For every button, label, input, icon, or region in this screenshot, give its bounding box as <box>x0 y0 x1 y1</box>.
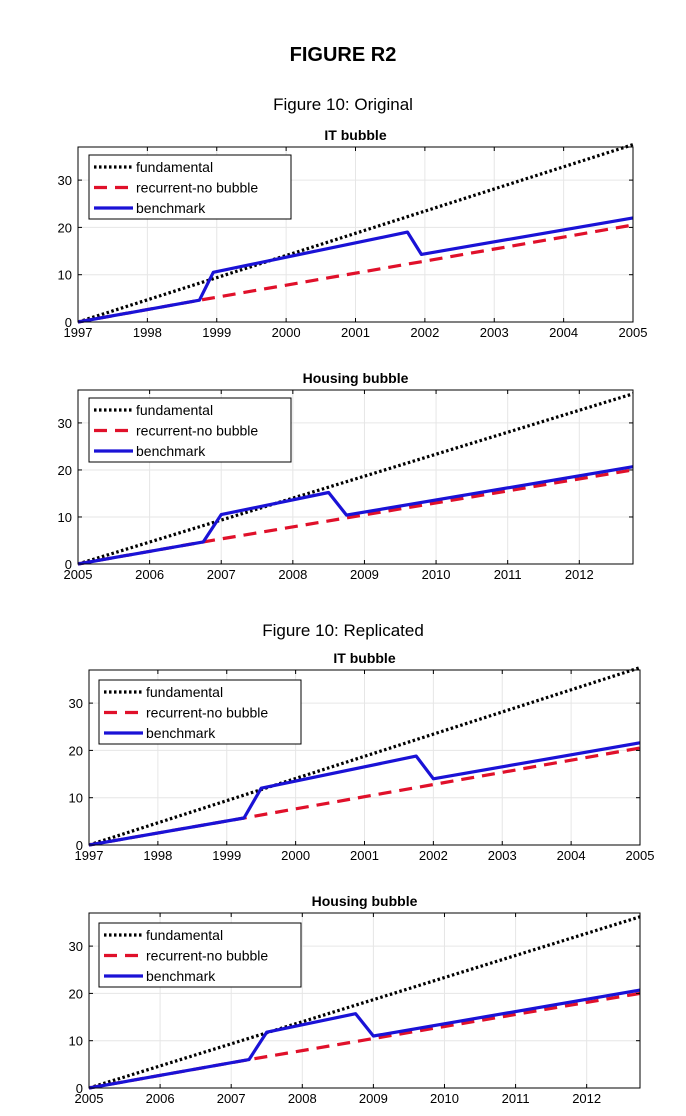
x-tick-label: 2012 <box>572 1091 601 1106</box>
series-line-fundamental <box>88 666 641 847</box>
legend: fundamental recurrent-no bubble benchmark <box>88 397 292 463</box>
y-tick-label: 0 <box>65 315 72 330</box>
x-tick-label: 1998 <box>143 848 172 863</box>
legend: fundamental recurrent-no bubble benchmark <box>98 679 302 745</box>
x-tick-label: 2005 <box>619 325 648 340</box>
x-tick-label: 2003 <box>488 848 517 863</box>
axes-box <box>77 389 634 565</box>
plot-title: Housing bubble <box>312 893 418 909</box>
y-tick-label: 0 <box>76 838 83 853</box>
y-tick-label: 0 <box>76 1081 83 1096</box>
x-tick-label: 2000 <box>272 325 301 340</box>
legend-label: benchmark <box>146 725 216 741</box>
x-tick-label: 2005 <box>626 848 655 863</box>
x-tick-label: 2011 <box>502 1091 530 1106</box>
x-tick-label: 2012 <box>565 567 594 582</box>
x-tick-label: 2008 <box>278 567 307 582</box>
series-line-fundamental <box>88 915 641 1090</box>
y-tick-label: 10 <box>69 1034 83 1049</box>
series-line-benchmark <box>77 465 634 566</box>
series-line-benchmark <box>88 988 641 1090</box>
y-tick-label: 20 <box>69 986 83 1001</box>
plot-title: IT bubble <box>324 127 386 143</box>
x-tick-label: 1999 <box>212 848 241 863</box>
x-tick-label: 2006 <box>146 1091 175 1106</box>
y-tick-label: 0 <box>65 557 72 572</box>
page-title: FIGURE R2 <box>289 44 397 66</box>
x-tick-label: 2010 <box>422 567 451 582</box>
series-line-fundamental <box>77 392 634 566</box>
x-tick-label: 2005 <box>75 1091 104 1106</box>
y-tick-label: 20 <box>69 743 83 758</box>
series-line-fundamental <box>77 143 634 324</box>
x-tick-label: 2002 <box>410 325 439 340</box>
section-title-replicated: Figure 10: Replicated <box>262 621 424 640</box>
legend-label: recurrent-no bubble <box>136 423 258 439</box>
legend-label: fundamental <box>146 684 223 700</box>
y-tick-label: 20 <box>58 463 72 478</box>
legend-label: recurrent-no bubble <box>136 180 258 196</box>
x-tick-label: 1997 <box>64 325 93 340</box>
series-line-benchmark <box>88 741 641 847</box>
x-tick-label: 1999 <box>202 325 231 340</box>
x-tick-label: 2009 <box>359 1091 388 1106</box>
series-line-benchmark <box>77 216 634 324</box>
y-tick-label: 20 <box>58 220 72 235</box>
y-tick-label: 30 <box>69 696 83 711</box>
legend-label: benchmark <box>136 200 206 216</box>
x-tick-label: 2005 <box>64 567 93 582</box>
y-tick-label: 10 <box>69 791 83 806</box>
legend: fundamental recurrent-no bubble benchmark <box>88 154 292 220</box>
section-title-original: Figure 10: Original <box>273 95 413 114</box>
x-tick-label: 2007 <box>217 1091 246 1106</box>
plot-title: IT bubble <box>333 650 395 666</box>
x-tick-label: 2007 <box>207 567 236 582</box>
y-tick-label: 30 <box>69 939 83 954</box>
x-tick-label: 1997 <box>75 848 104 863</box>
x-tick-label: 2002 <box>419 848 448 863</box>
x-tick-label: 2001 <box>350 848 379 863</box>
legend-label: recurrent-no bubble <box>146 948 268 964</box>
y-tick-label: 30 <box>58 173 72 188</box>
y-tick-label: 30 <box>58 416 72 431</box>
x-tick-label: 2000 <box>281 848 310 863</box>
x-tick-label: 2003 <box>480 325 509 340</box>
legend-label: fundamental <box>136 159 213 175</box>
x-tick-label: 1998 <box>133 325 162 340</box>
legend-label: fundamental <box>136 402 213 418</box>
x-tick-label: 2006 <box>135 567 164 582</box>
legend-label: benchmark <box>146 968 216 984</box>
legend: fundamental recurrent-no bubble benchmark <box>98 922 302 988</box>
legend-label: benchmark <box>136 443 206 459</box>
x-tick-label: 2001 <box>341 325 370 340</box>
legend-label: recurrent-no bubble <box>146 705 268 721</box>
y-tick-label: 10 <box>58 268 72 283</box>
x-tick-label: 2008 <box>288 1091 317 1106</box>
x-tick-label: 2011 <box>494 567 522 582</box>
axes-box <box>88 912 641 1089</box>
x-tick-label: 2004 <box>557 848 586 863</box>
y-tick-label: 10 <box>58 510 72 525</box>
x-tick-label: 2010 <box>430 1091 459 1106</box>
plot-title: Housing bubble <box>303 370 409 386</box>
x-tick-label: 2009 <box>350 567 379 582</box>
x-tick-label: 2004 <box>549 325 578 340</box>
legend-label: fundamental <box>146 927 223 943</box>
